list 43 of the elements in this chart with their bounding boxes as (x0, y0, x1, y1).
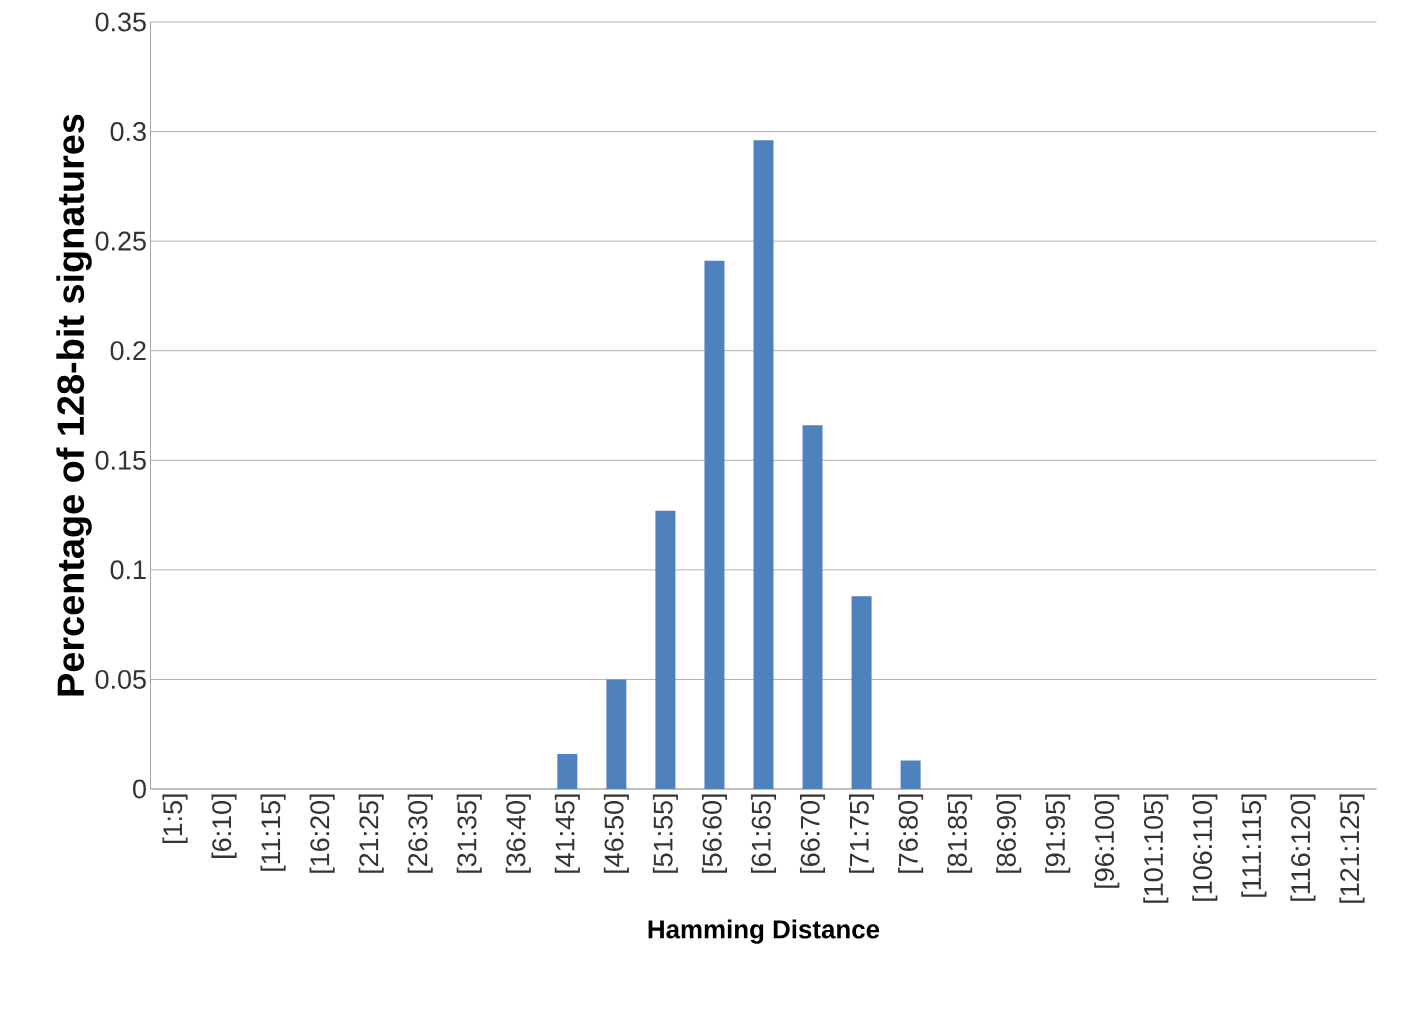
x-tick-label: [56:60] (701, 794, 727, 873)
x-tick-label: [6:10] (211, 794, 237, 858)
x-tick-label: [111:115] (1241, 794, 1267, 897)
y-tick-label: 0.15 (95, 450, 146, 470)
x-tick-label: [36:40] (505, 794, 531, 873)
x-tick-label: [106:110] (1192, 794, 1218, 901)
x-tick-label: [86:90] (996, 794, 1022, 873)
x-tick-label: [121:125] (1339, 794, 1365, 903)
x-tick-label: [26:30] (407, 794, 433, 873)
bar (655, 510, 676, 789)
x-tick-label: [16:20] (309, 794, 335, 873)
x-tick-label: [51:55] (652, 794, 678, 873)
x-tick-label: [61:65] (750, 794, 777, 873)
bar (606, 679, 627, 789)
x-tick-label: [76:80] (898, 794, 924, 873)
bar (900, 760, 921, 789)
x-tick-label: [66:70] (799, 794, 826, 873)
y-tick-label: 0.25 (95, 231, 146, 251)
x-tick-label: [41:45] (554, 794, 580, 873)
x-axis-title: Hamming Distance (648, 919, 880, 944)
x-tick-label: [1:5] (162, 794, 188, 843)
y-tick-label: 0 (133, 779, 146, 799)
x-tick-label: [31:35] (456, 794, 482, 873)
y-tick-label: 0.1 (110, 560, 146, 580)
bar (851, 596, 872, 789)
x-tick-label: [46:50] (603, 794, 629, 873)
y-axis-title: Percentage of 128-bit signatures (56, 114, 92, 696)
y-tick-label: 0.2 (110, 341, 146, 361)
x-tick-label: [116:120] (1290, 794, 1316, 901)
bar (557, 753, 578, 789)
x-tick-label: [91:95] (1045, 794, 1071, 873)
x-tick-label: [21:25] (358, 794, 384, 873)
y-tick-label: 0.3 (110, 122, 146, 142)
x-tick-label: [71:75] (849, 794, 875, 873)
bar (704, 260, 725, 789)
bar (753, 140, 774, 789)
bar (802, 425, 823, 789)
x-tick-label: [81:85] (947, 794, 973, 873)
x-tick-label: [11:15] (260, 794, 286, 871)
y-tick-label: 0.35 (95, 12, 146, 32)
y-tick-label: 0.05 (95, 669, 146, 689)
x-tick-label: [96:100] (1094, 794, 1120, 888)
x-tick-label: [101:105] (1143, 794, 1169, 903)
